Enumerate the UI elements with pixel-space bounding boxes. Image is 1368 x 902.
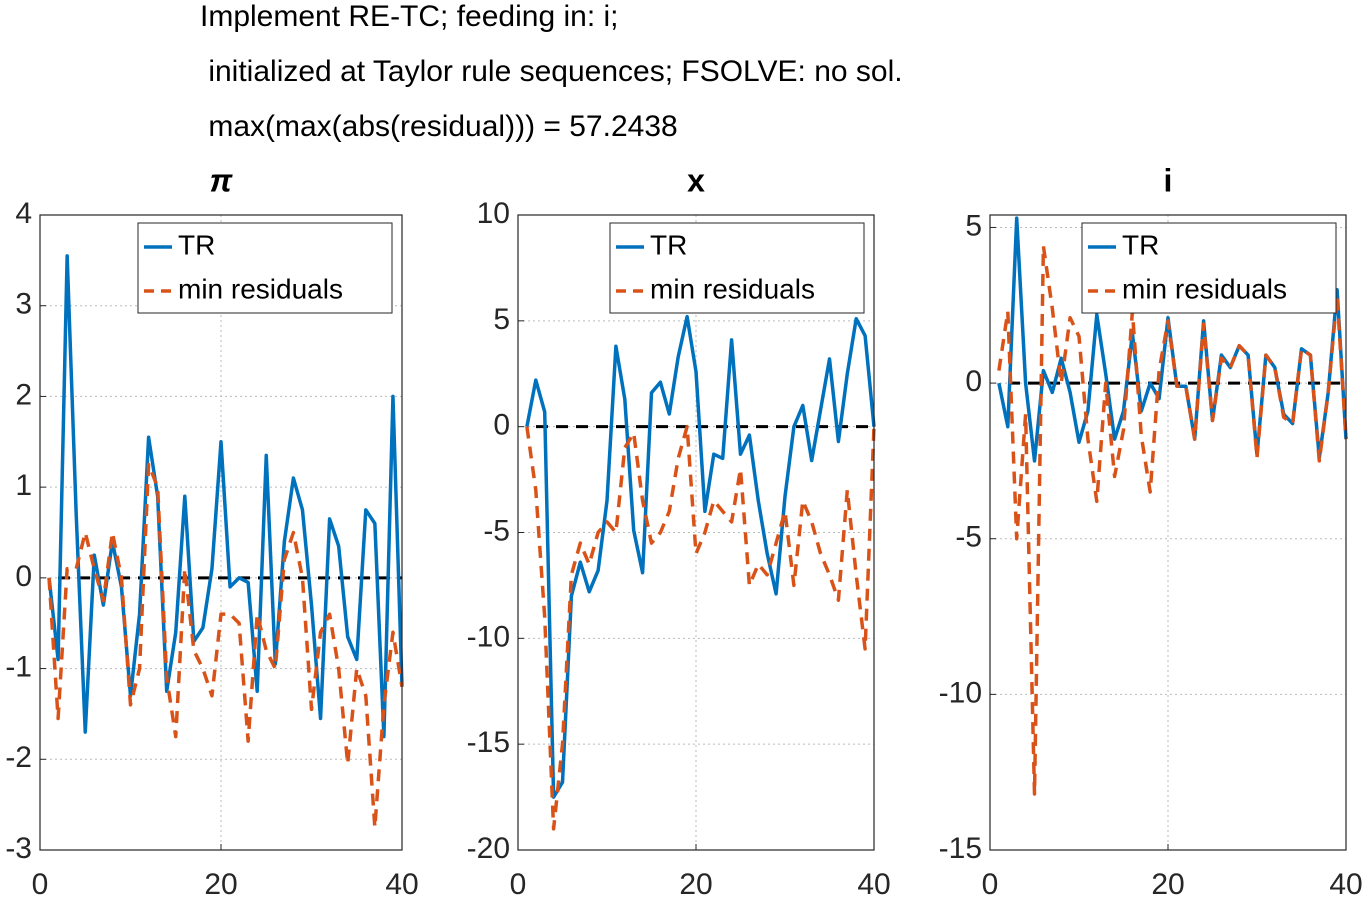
x-tick-label: 20 xyxy=(1151,868,1184,901)
x-tick-label: 20 xyxy=(679,868,712,901)
y-tick-label: 4 xyxy=(15,197,32,230)
legend-box xyxy=(1081,222,1337,314)
y-tick-label: -3 xyxy=(5,832,32,865)
legend-box xyxy=(609,222,865,314)
series-line xyxy=(47,254,404,739)
series-line xyxy=(997,216,1348,463)
y-tick-label: 0 xyxy=(493,409,510,442)
legend-label: min residuals xyxy=(1122,273,1287,304)
y-tick-label: -1 xyxy=(5,650,32,683)
x-tick-label: 20 xyxy=(204,868,237,901)
x-tick-label: 0 xyxy=(510,868,527,901)
y-tick-label: 5 xyxy=(965,209,982,242)
x-tick-label: 40 xyxy=(1329,868,1362,901)
y-tick-label: 0 xyxy=(15,560,32,593)
series-line xyxy=(997,244,1348,796)
y-tick-label: -2 xyxy=(5,741,32,774)
series-line xyxy=(47,462,404,830)
y-tick-label: 3 xyxy=(15,288,32,321)
axes-title: π xyxy=(210,162,234,198)
legend-box xyxy=(137,222,393,314)
suptitle-line: max(max(abs(residual))) = 57.2438 xyxy=(200,110,678,143)
axes-title: i xyxy=(1164,162,1173,198)
axes-frame xyxy=(39,214,403,851)
y-tick-label: -15 xyxy=(467,726,510,759)
series-line xyxy=(525,424,876,831)
y-tick-label: 10 xyxy=(477,197,510,230)
x-tick-label: 0 xyxy=(32,868,49,901)
y-tick-label: -10 xyxy=(939,676,982,709)
axes-frame xyxy=(989,214,1347,851)
series-line xyxy=(525,314,876,799)
y-tick-label: 0 xyxy=(965,365,982,398)
axes-title: x xyxy=(687,162,705,198)
suptitle-line: Implement RE-TC; feeding in: i; xyxy=(200,0,619,33)
y-tick-label: 2 xyxy=(15,378,32,411)
legend-label: TR xyxy=(1122,229,1159,260)
legend-label: TR xyxy=(650,229,687,260)
x-tick-label: 40 xyxy=(385,868,418,901)
x-tick-label: 40 xyxy=(857,868,890,901)
legend-label: min residuals xyxy=(650,273,815,304)
legend-label: min residuals xyxy=(178,273,343,304)
y-tick-label: -5 xyxy=(483,514,510,547)
y-tick-label: 1 xyxy=(15,469,32,502)
y-tick-label: 5 xyxy=(493,303,510,336)
y-tick-label: -15 xyxy=(939,832,982,865)
x-tick-label: 0 xyxy=(982,868,999,901)
legend-label: TR xyxy=(178,229,215,260)
suptitle-line: initialized at Taylor rule sequences; FS… xyxy=(200,55,903,88)
y-tick-label: -5 xyxy=(955,521,982,554)
y-tick-label: -20 xyxy=(467,832,510,865)
axes-frame xyxy=(517,214,875,851)
y-tick-label: -10 xyxy=(467,620,510,653)
